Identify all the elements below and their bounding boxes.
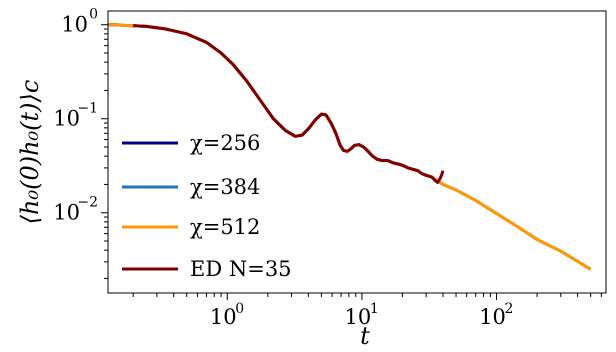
x-tick-exponent: 0: [235, 301, 244, 317]
y-tick-label: 10: [61, 13, 88, 37]
legend-label-3: χ=512: [190, 215, 260, 239]
legend-label-2: χ=384: [190, 175, 260, 199]
y-axis-label: ⟨h₀(0)h₀(t)⟩c: [16, 80, 44, 225]
x-axis-label: t: [360, 322, 370, 350]
x-tick-exponent: 2: [505, 301, 514, 317]
y-tick-exponent: 0: [89, 7, 98, 23]
y-tick-exponent: −2: [77, 195, 98, 211]
y-tick-exponent: −1: [77, 101, 98, 117]
x-tick-label: 10: [210, 305, 237, 329]
legend-label-4: ED N=35: [190, 257, 292, 281]
x-tick-label: 10: [345, 305, 372, 329]
legend-label-1: χ=256: [190, 131, 260, 155]
x-tick-exponent: 1: [370, 301, 379, 317]
series-layer: [108, 23, 592, 271]
y-tick-label: 10: [53, 107, 80, 131]
legend: χ=256 χ=384 χ=512 ED N=35: [122, 131, 292, 281]
x-tick-label: 10: [479, 305, 506, 329]
series-line-4: [133, 24, 445, 184]
y-tick-label: 10: [53, 201, 80, 225]
plot-frame: [107, 10, 607, 294]
